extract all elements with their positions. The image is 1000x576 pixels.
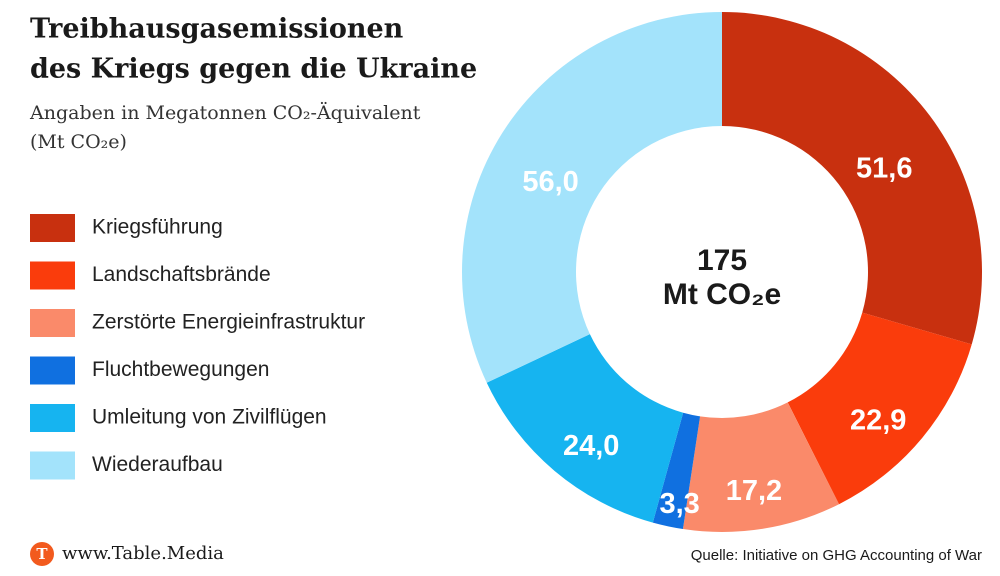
- legend-label: Wiederaufbau: [92, 453, 223, 476]
- chart-title: des Kriegs gegen die Ukraine: [30, 54, 477, 85]
- legend-swatch: [30, 356, 75, 385]
- data-label: 22,9: [850, 404, 906, 436]
- legend-label: Landschaftsbrände: [92, 263, 271, 286]
- subtitle: (Mt CO₂e): [30, 131, 127, 153]
- legend-swatch: [30, 309, 75, 337]
- legend-swatch: [30, 261, 75, 290]
- data-label: 17,2: [726, 475, 782, 507]
- data-label: 24,0: [563, 430, 619, 462]
- chart-title: Treibhausgasemissionen: [30, 14, 404, 45]
- donut-segment: [652, 412, 701, 530]
- legend-swatch: [30, 214, 75, 242]
- legend-label: Fluchtbewegungen: [92, 358, 269, 381]
- data-label: 56,0: [522, 166, 578, 198]
- donut-segment: [462, 12, 722, 383]
- donut-segment: [682, 402, 839, 532]
- source: Quelle: Initiative on GHG Accounting of …: [691, 547, 982, 564]
- center-total: 175: [697, 244, 747, 277]
- legend-label: Zerstörte Energieinfrastruktur: [92, 311, 365, 334]
- donut-segment: [722, 12, 983, 345]
- logo-letter: T: [36, 545, 48, 563]
- center-unit: Mt CO₂e: [663, 278, 781, 311]
- donut-segment: [787, 312, 972, 505]
- subtitle: Angaben in Megatonnen CO₂-Äquivalent: [29, 101, 421, 124]
- footer-site: www.Table.Media: [62, 543, 224, 564]
- legend-swatch: [30, 451, 75, 480]
- data-label: 3,3: [660, 488, 700, 520]
- legend-swatch: [30, 404, 75, 432]
- legend-label: Umleitung von Zivilflügen: [92, 406, 327, 429]
- data-label: 51,6: [856, 153, 912, 185]
- logo: [30, 542, 54, 566]
- donut-segment: [486, 334, 684, 523]
- legend-label: Kriegsführung: [92, 216, 223, 239]
